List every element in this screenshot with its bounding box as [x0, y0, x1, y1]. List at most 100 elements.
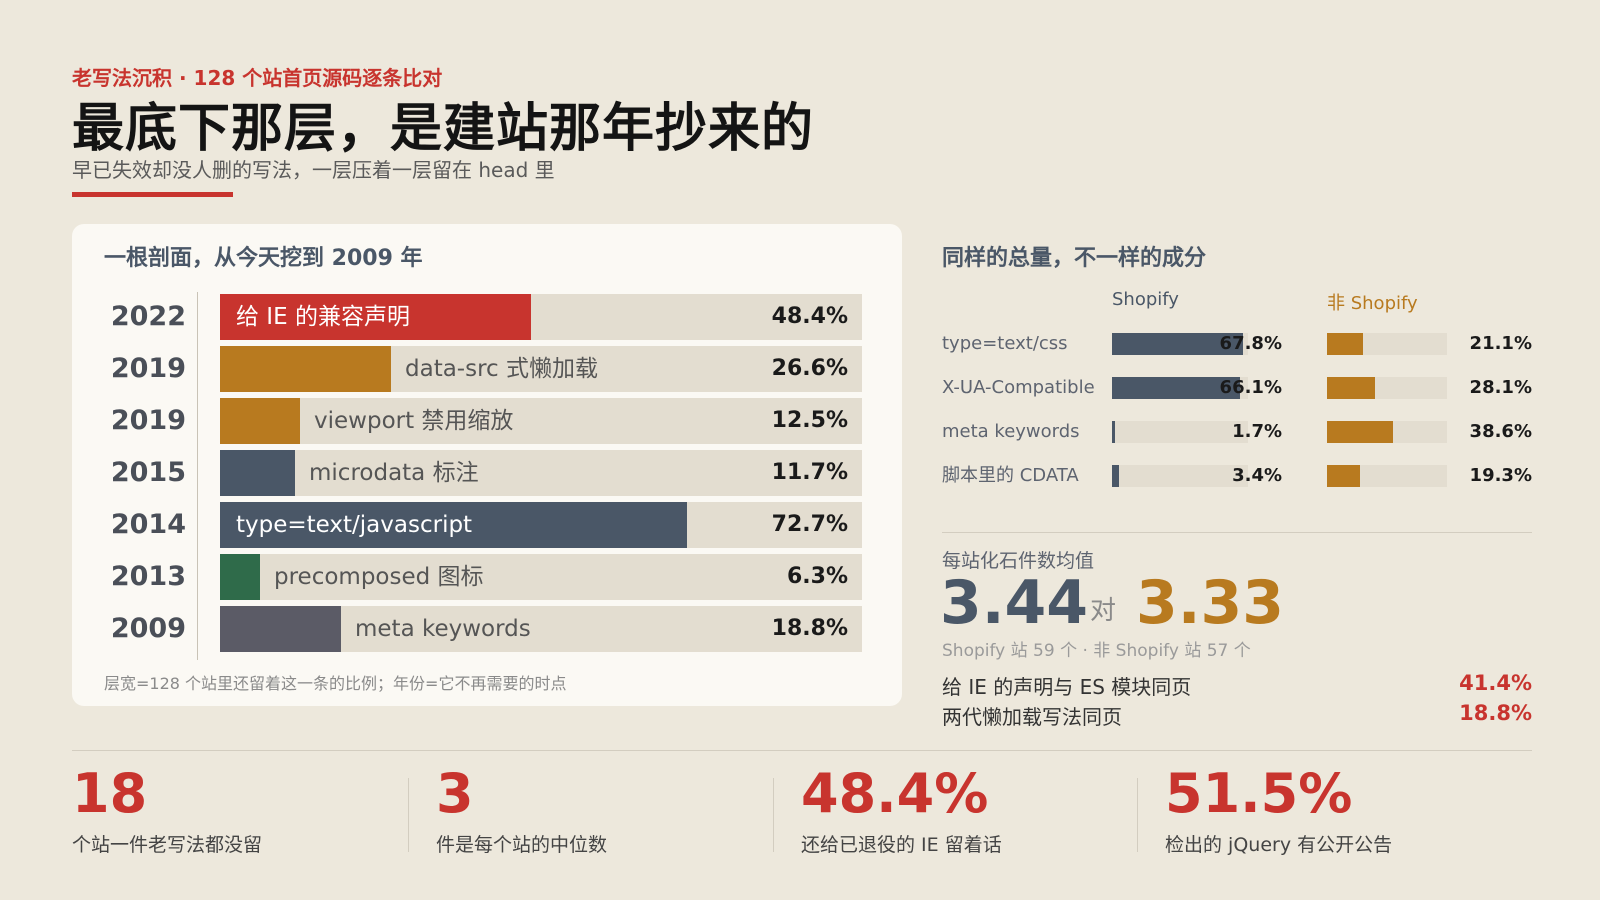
composition-bar: [1112, 377, 1240, 399]
average-label: 每站化石件数均值: [942, 550, 1095, 572]
kicker: 老写法沉积 · 128 个站首页源码逐条比对: [72, 66, 443, 90]
average-note: Shopify 站 59 个 · 非 Shopify 站 57 个: [942, 641, 1251, 661]
composition-value: 19.3%: [1469, 465, 1532, 486]
title-accent-rule: [72, 192, 233, 197]
stat-caption: 个站一件老写法都没留: [72, 834, 263, 856]
composition-value: 1.7%: [1232, 421, 1282, 442]
strata-value: 72.7%: [771, 512, 848, 537]
strata-row: 2019 data-src 式懒加载 26.6%: [72, 346, 902, 392]
strata-row: 2015 microdata 标注 11.7%: [72, 450, 902, 496]
composition-bar: [1327, 333, 1363, 355]
composition-row: 脚本里的 CDATA 3.4% 19.3%: [942, 465, 1532, 487]
composition-bar: [1112, 333, 1243, 355]
stat-divider: [1137, 778, 1138, 852]
composition-track: [1112, 465, 1248, 487]
strata-track: type=text/javascript 72.7%: [220, 502, 862, 548]
cooccurrence-label: 两代懒加载写法同页: [942, 705, 1122, 729]
composition-track: [1327, 421, 1447, 443]
strata-panel: 一根剖面，从今天挖到 2009 年 2022 给 IE 的兼容声明 48.4% 201…: [72, 224, 902, 706]
composition-bar: [1327, 465, 1360, 487]
composition-label: type=text/css: [942, 333, 1068, 354]
strata-row: 2019 viewport 禁用缩放 12.5%: [72, 398, 902, 444]
composition-track: [1112, 421, 1248, 443]
strata-year: 2019: [110, 353, 186, 384]
strata-year: 2022: [110, 301, 186, 332]
average-vs: 对: [1090, 596, 1117, 626]
composition-row: X-UA-Compatible 66.1% 28.1%: [942, 377, 1532, 399]
page-title: 最底下那层，是建站那年抄来的: [72, 99, 815, 159]
cooccurrence-value: 18.8%: [1459, 701, 1532, 725]
average-non-shopify: 3.33: [1136, 568, 1285, 638]
strata-track: viewport 禁用缩放 12.5%: [220, 398, 862, 444]
composition-row: meta keywords 1.7% 38.6%: [942, 421, 1532, 443]
right-divider: [942, 532, 1532, 533]
composition-value: 67.8%: [1219, 333, 1282, 354]
stat-caption: 检出的 jQuery 有公开公告: [1165, 834, 1393, 856]
strata-label: 给 IE 的兼容声明: [236, 304, 410, 330]
composition-row: type=text/css 67.8% 21.1%: [942, 333, 1532, 355]
strata-track: 给 IE 的兼容声明 48.4%: [220, 294, 862, 340]
strata-bar: [220, 554, 260, 600]
composition-track: [1327, 333, 1447, 355]
strata-label: data-src 式懒加载: [405, 356, 598, 382]
strata-value: 26.6%: [771, 356, 848, 381]
strata-year: 2013: [110, 561, 186, 592]
stat-caption: 件是每个站的中位数: [436, 834, 608, 856]
strata-row: 2013 precomposed 图标 6.3%: [72, 554, 902, 600]
bottom-divider: [72, 750, 1532, 751]
composition-value: 38.6%: [1469, 421, 1532, 442]
composition-bar: [1327, 421, 1393, 443]
strata-bar: [220, 346, 391, 392]
strata-bar: [220, 398, 300, 444]
cooccurrence-value: 41.4%: [1459, 671, 1532, 695]
composition-value: 3.4%: [1232, 465, 1282, 486]
composition-track: [1327, 377, 1447, 399]
strata-year: 2014: [110, 509, 186, 540]
strata-label: viewport 禁用缩放: [314, 408, 514, 434]
stat-number: 3: [436, 762, 474, 825]
strata-row: 2009 meta keywords 18.8%: [72, 606, 902, 652]
strata-year: 2019: [110, 405, 186, 436]
stat-number: 51.5%: [1165, 762, 1353, 825]
strata-row: 2014 type=text/javascript 72.7%: [72, 502, 902, 548]
composition-title: 同样的总量，不一样的成分: [942, 246, 1207, 271]
page-subtitle: 早已失效却没人删的写法，一层压着一层留在 head 里: [72, 158, 555, 182]
strata-bar: [220, 502, 687, 548]
strata-label: microdata 标注: [309, 460, 479, 486]
legend-shopify: Shopify: [1112, 289, 1179, 310]
strata-bar: [220, 294, 531, 340]
cooccurrence-row: 两代懒加载写法同页 18.8%: [942, 701, 1532, 729]
composition-bar: [1112, 465, 1119, 487]
legend-non-shopify: 非 Shopify: [1327, 293, 1418, 314]
composition-value: 66.1%: [1219, 377, 1282, 398]
strata-value: 48.4%: [771, 304, 848, 329]
stat-item: 3 件是每个站的中位数: [436, 764, 607, 857]
strata-year: 2015: [110, 457, 186, 488]
composition-track: [1112, 333, 1248, 355]
strata-year: 2009: [110, 613, 186, 644]
composition-track: [1112, 377, 1248, 399]
composition-label: meta keywords: [942, 421, 1080, 442]
strata-track: meta keywords 18.8%: [220, 606, 862, 652]
stat-number: 18: [72, 762, 148, 825]
composition-track: [1327, 465, 1447, 487]
strata-note: 层宽=128 个站里还留着这一条的比例；年份=它不再需要的时点: [104, 674, 567, 693]
strata-label: type=text/javascript: [236, 512, 473, 538]
strata-label: precomposed 图标: [274, 564, 484, 590]
stat-divider: [773, 778, 774, 852]
average-shopify: 3.44: [940, 568, 1089, 638]
cooccurrence-row: 给 IE 的声明与 ES 模块同页 41.4%: [942, 671, 1532, 699]
strata-value: 11.7%: [771, 460, 848, 485]
strata-value: 18.8%: [771, 616, 848, 641]
strata-value: 6.3%: [786, 564, 848, 589]
stat-item: 51.5% 检出的 jQuery 有公开公告: [1165, 764, 1392, 857]
year-axis-line: [197, 292, 198, 660]
strata-track: data-src 式懒加载 26.6%: [220, 346, 862, 392]
composition-label: X-UA-Compatible: [942, 377, 1095, 398]
strata-track: microdata 标注 11.7%: [220, 450, 862, 496]
strata-label: meta keywords: [355, 616, 531, 642]
strata-value: 12.5%: [771, 408, 848, 433]
stat-caption: 还给已退役的 IE 留着话: [801, 834, 1002, 856]
stat-item: 18 个站一件老写法都没留: [72, 764, 262, 857]
strata-title: 一根剖面，从今天挖到 2009 年: [104, 246, 423, 271]
